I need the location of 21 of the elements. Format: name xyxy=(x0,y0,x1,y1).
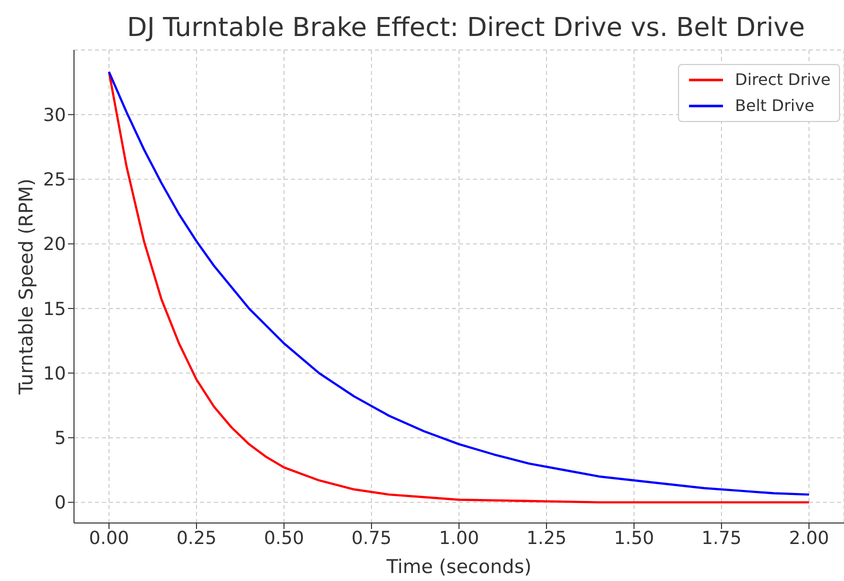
x-tick-label: 1.00 xyxy=(438,528,480,549)
y-tick-label: 0 xyxy=(54,492,66,514)
y-tick-label: 20 xyxy=(43,234,66,256)
x-tick-label: 0.50 xyxy=(264,528,304,549)
y-tick-label: 15 xyxy=(43,298,66,320)
y-tick-label: 10 xyxy=(43,363,66,384)
legend-label: Direct Drive xyxy=(735,69,831,91)
x-tick-label: 0.25 xyxy=(176,528,217,549)
x-tick-label: 0.00 xyxy=(88,528,130,549)
x-tick-label: 1.50 xyxy=(614,528,654,549)
y-axis-title: Turntable Speed (RPM) xyxy=(16,178,38,396)
x-tick-label: 1.25 xyxy=(526,528,567,549)
chart-title: DJ Turntable Brake Effect: Direct Drive vs. Belt Drive xyxy=(126,12,806,45)
y-tick-label: 5 xyxy=(54,428,66,450)
y-tick-label: 25 xyxy=(43,170,66,191)
legend-label: Belt Drive xyxy=(735,95,814,117)
x-tick-label: 1.75 xyxy=(701,528,742,549)
y-tick-label: 30 xyxy=(43,105,66,126)
x-axis-title: Time (seconds) xyxy=(385,556,532,578)
x-tick-label: 2.00 xyxy=(788,528,830,549)
x-tick-label: 0.75 xyxy=(351,528,392,549)
